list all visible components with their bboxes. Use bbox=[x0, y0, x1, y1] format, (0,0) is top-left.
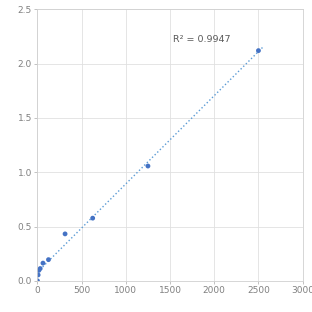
Point bbox=[41, 261, 46, 266]
Point bbox=[36, 268, 41, 273]
Point bbox=[90, 216, 95, 221]
Point bbox=[35, 278, 40, 283]
Text: R² = 0.9947: R² = 0.9947 bbox=[173, 35, 230, 44]
Point bbox=[145, 163, 150, 168]
Point bbox=[63, 232, 68, 236]
Point bbox=[38, 266, 43, 271]
Point bbox=[256, 48, 261, 53]
Point bbox=[46, 257, 51, 262]
Point bbox=[36, 272, 41, 277]
